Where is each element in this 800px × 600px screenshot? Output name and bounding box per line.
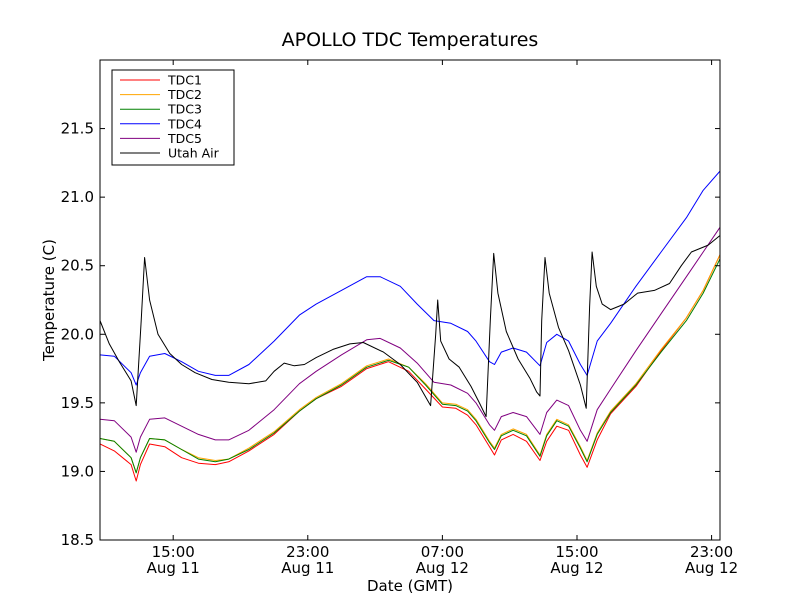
x-tick-date-label: Aug 12 — [416, 559, 469, 577]
y-tick-label: 21.0 — [61, 188, 94, 206]
legend-label: TDC1 — [167, 73, 202, 88]
y-axis-label: Temperature (C) — [40, 239, 58, 362]
x-tick-date-label: Aug 12 — [550, 559, 603, 577]
y-axis-ticks: 18.5 19.0 19.5 20.0 20.5 21.0 21.5 — [61, 120, 720, 549]
x-tick-date-label: Aug 12 — [685, 559, 738, 577]
y-tick-label: 20.5 — [61, 257, 94, 275]
x-tick-time-label: 23:00 — [690, 543, 733, 561]
legend-label: TDC5 — [167, 131, 202, 146]
y-tick-label: 19.0 — [61, 462, 94, 480]
y-tick-label: 21.5 — [61, 120, 94, 138]
chart-title: APOLLO TDC Temperatures — [282, 29, 539, 51]
series-line-tdc5 — [100, 227, 720, 453]
x-tick-date-label: Aug 11 — [281, 559, 334, 577]
series-line-utah-air — [100, 235, 720, 418]
x-axis-label: Date (GMT) — [367, 577, 453, 595]
x-tick-time-label: 23:00 — [286, 543, 329, 561]
x-tick-time-label: 15:00 — [152, 543, 195, 561]
legend-label: Utah Air — [168, 146, 220, 161]
series-layer — [100, 170, 720, 482]
x-tick-date-label: Aug 11 — [147, 559, 200, 577]
series-line-tdc1 — [100, 254, 720, 482]
legend-label: TDC3 — [167, 102, 202, 117]
y-tick-label: 18.5 — [61, 531, 94, 549]
plot-frame — [99, 59, 721, 541]
legend-frame — [111, 69, 235, 166]
x-tick-time-label: 15:00 — [555, 543, 598, 561]
legend-label: TDC2 — [167, 87, 202, 102]
series-line-tdc4 — [100, 170, 720, 386]
y-tick-label: 20.0 — [61, 325, 94, 343]
x-tick-time-label: 07:00 — [421, 543, 464, 561]
series-line-tdc3 — [100, 258, 720, 474]
legend-label: TDC4 — [167, 116, 202, 131]
y-tick-label: 19.5 — [61, 394, 94, 412]
